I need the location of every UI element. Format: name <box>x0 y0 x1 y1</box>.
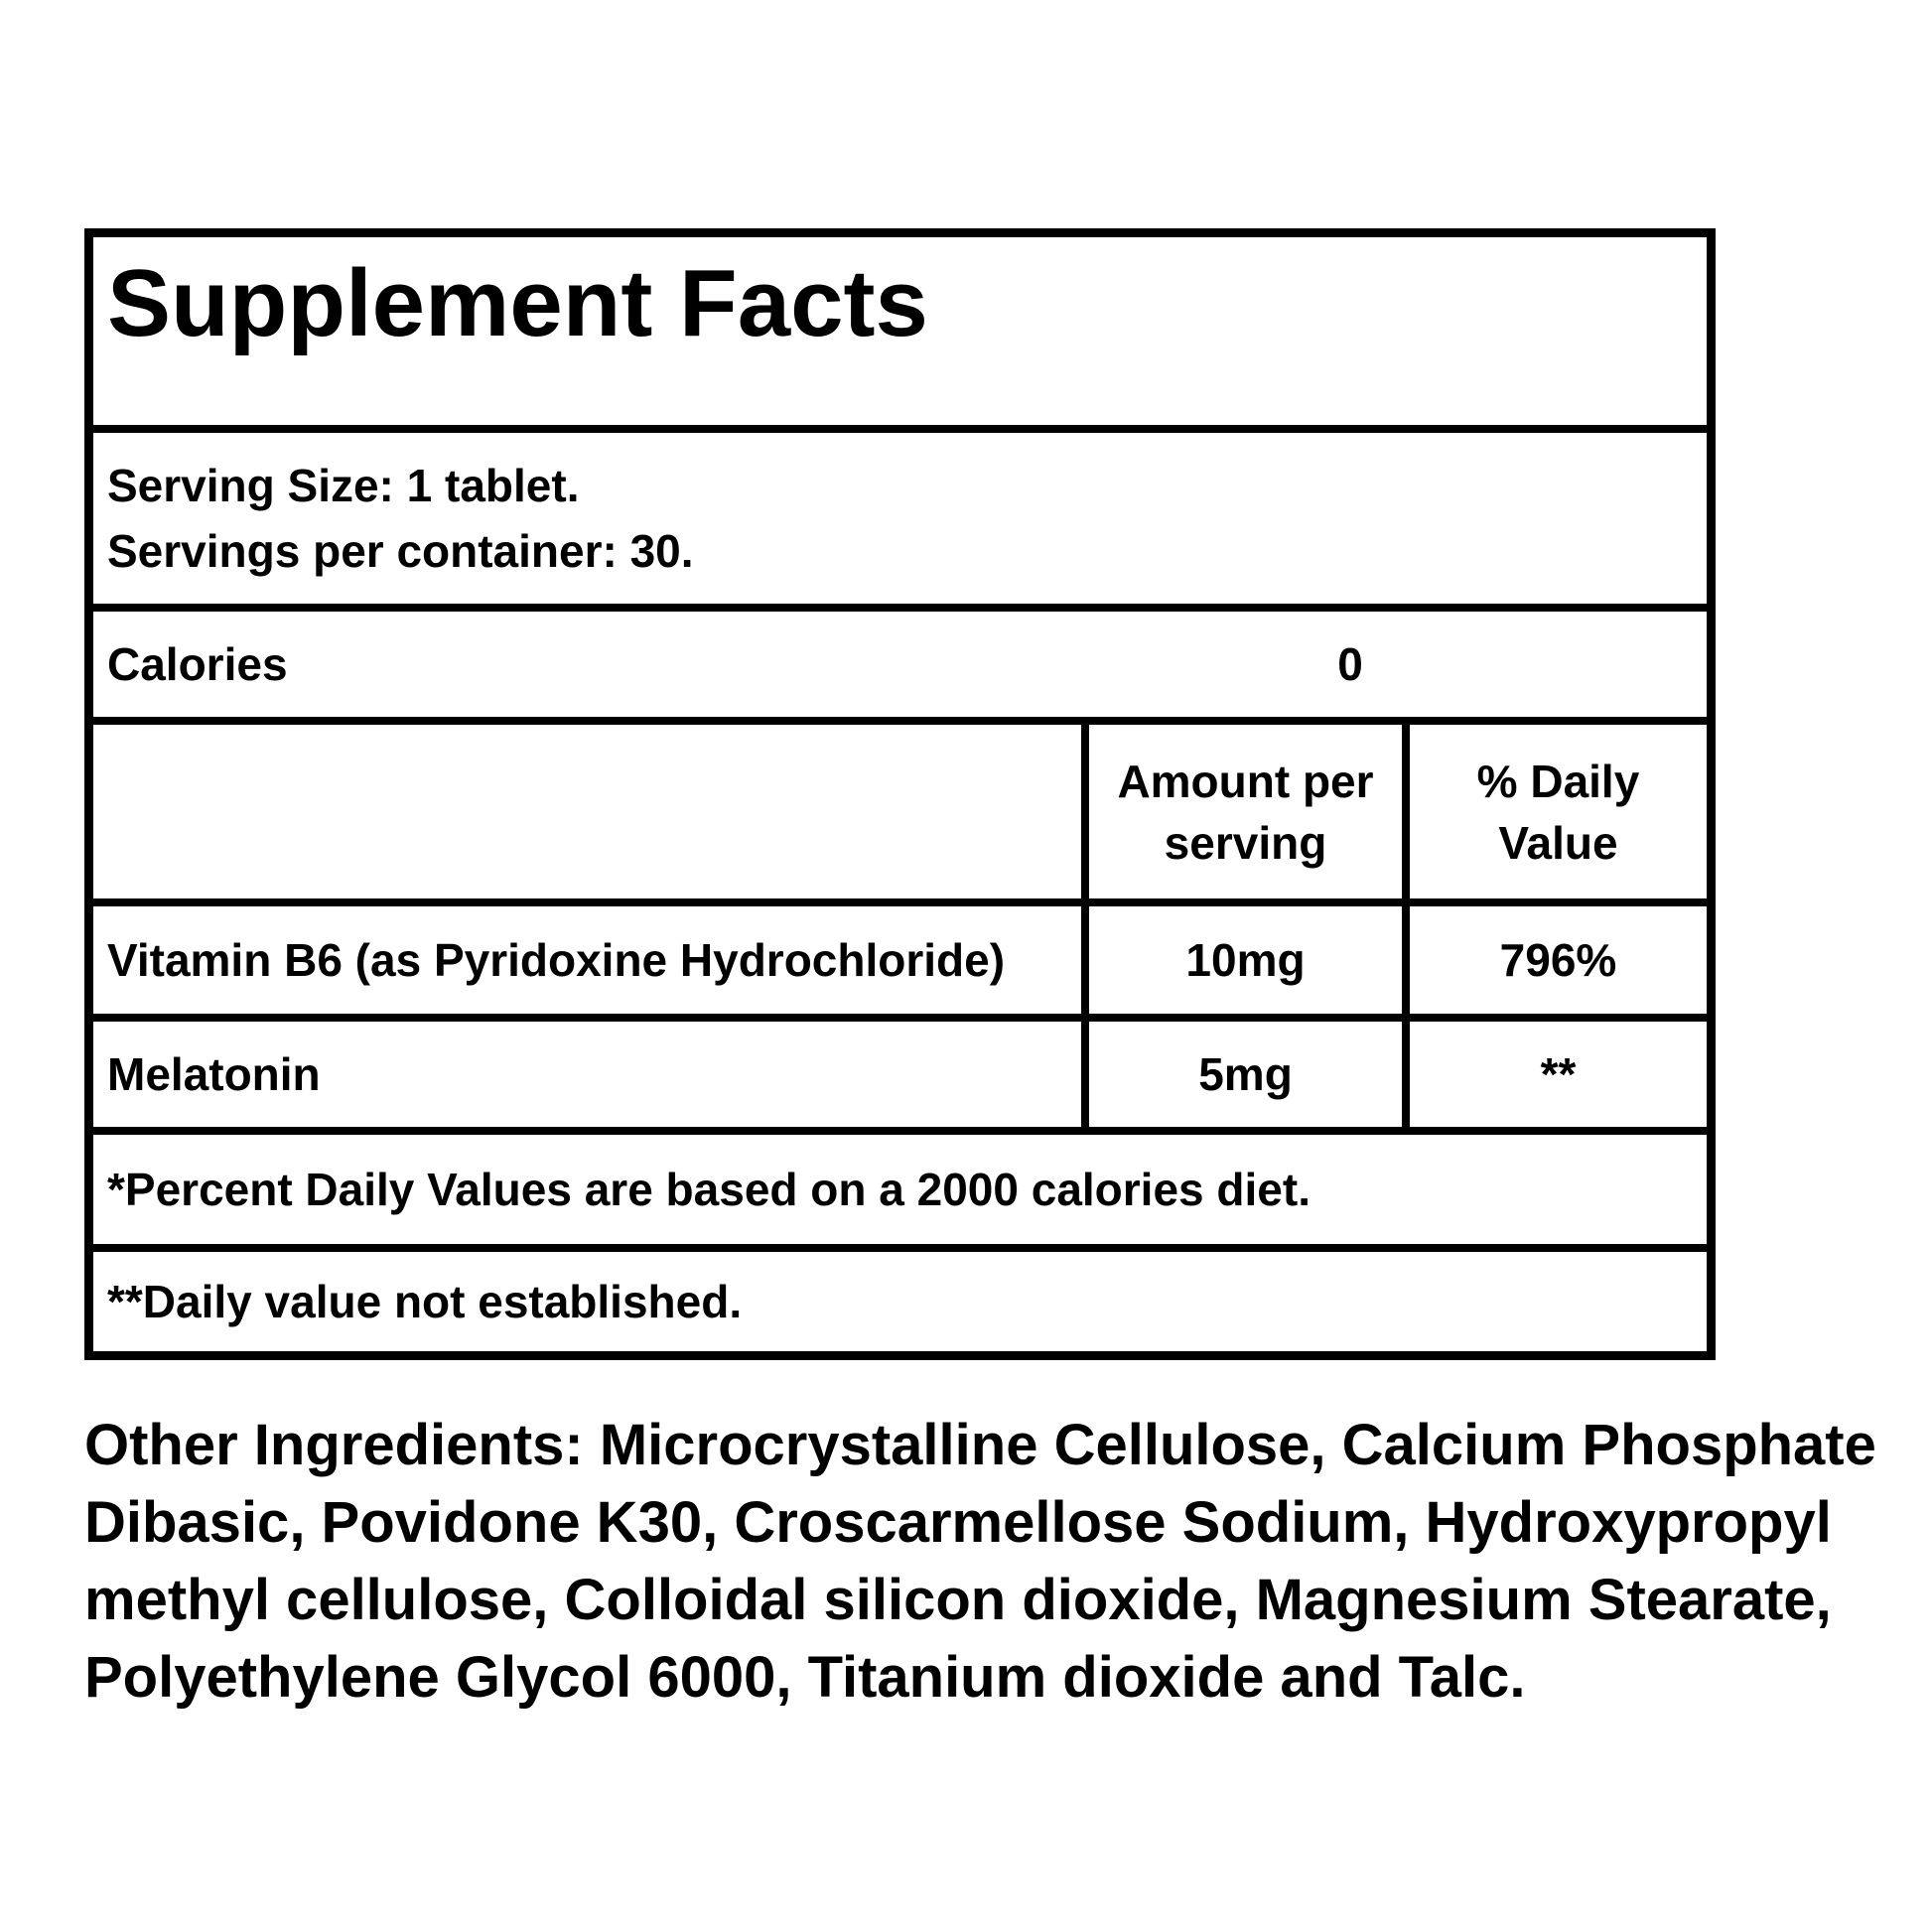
calories-row: Calories 0 <box>93 604 1707 717</box>
nutrient-name: Vitamin B6 (as Pyridoxine Hydrochloride) <box>107 934 1006 986</box>
nutrient-daily-value: ** <box>1402 1022 1707 1127</box>
table-row-melatonin: Melatonin 5mg ** <box>93 1014 1707 1127</box>
nutrient-daily-value: 796% <box>1402 906 1707 1014</box>
footnote-percent-daily-values: *Percent Daily Values are based on a 200… <box>93 1127 1707 1244</box>
other-ingredients-paragraph: Other Ingredients: Microcrystalline Cell… <box>84 1413 1876 1710</box>
header-empty-cell <box>93 725 1081 898</box>
serving-info-row: Serving Size: 1 tablet. Servings per con… <box>93 425 1707 604</box>
header-amount-per-serving: Amount per serving <box>1081 725 1402 898</box>
nutrient-name: Melatonin <box>107 1048 321 1100</box>
panel-title: Supplement Facts <box>107 250 928 356</box>
supplement-facts-panel: Supplement Facts Serving Size: 1 tablet.… <box>84 228 1716 1360</box>
calories-value: 0 <box>1337 638 1363 690</box>
serving-size-text: Serving Size: 1 tablet. <box>107 460 580 511</box>
nutrient-amount: 10mg <box>1081 906 1402 1014</box>
calories-label: Calories <box>107 638 288 690</box>
nutrient-amount: 5mg <box>1081 1022 1402 1127</box>
servings-per-container-text: Servings per container: 30. <box>107 525 694 577</box>
footnote-daily-value-not-established: **Daily value not established. <box>93 1244 1707 1351</box>
header-daily-value: % Daily Value <box>1402 725 1707 898</box>
table-header-row: Amount per serving % Daily Value <box>93 717 1707 898</box>
table-row-vitamin-b6: Vitamin B6 (as Pyridoxine Hydrochloride)… <box>93 898 1707 1014</box>
